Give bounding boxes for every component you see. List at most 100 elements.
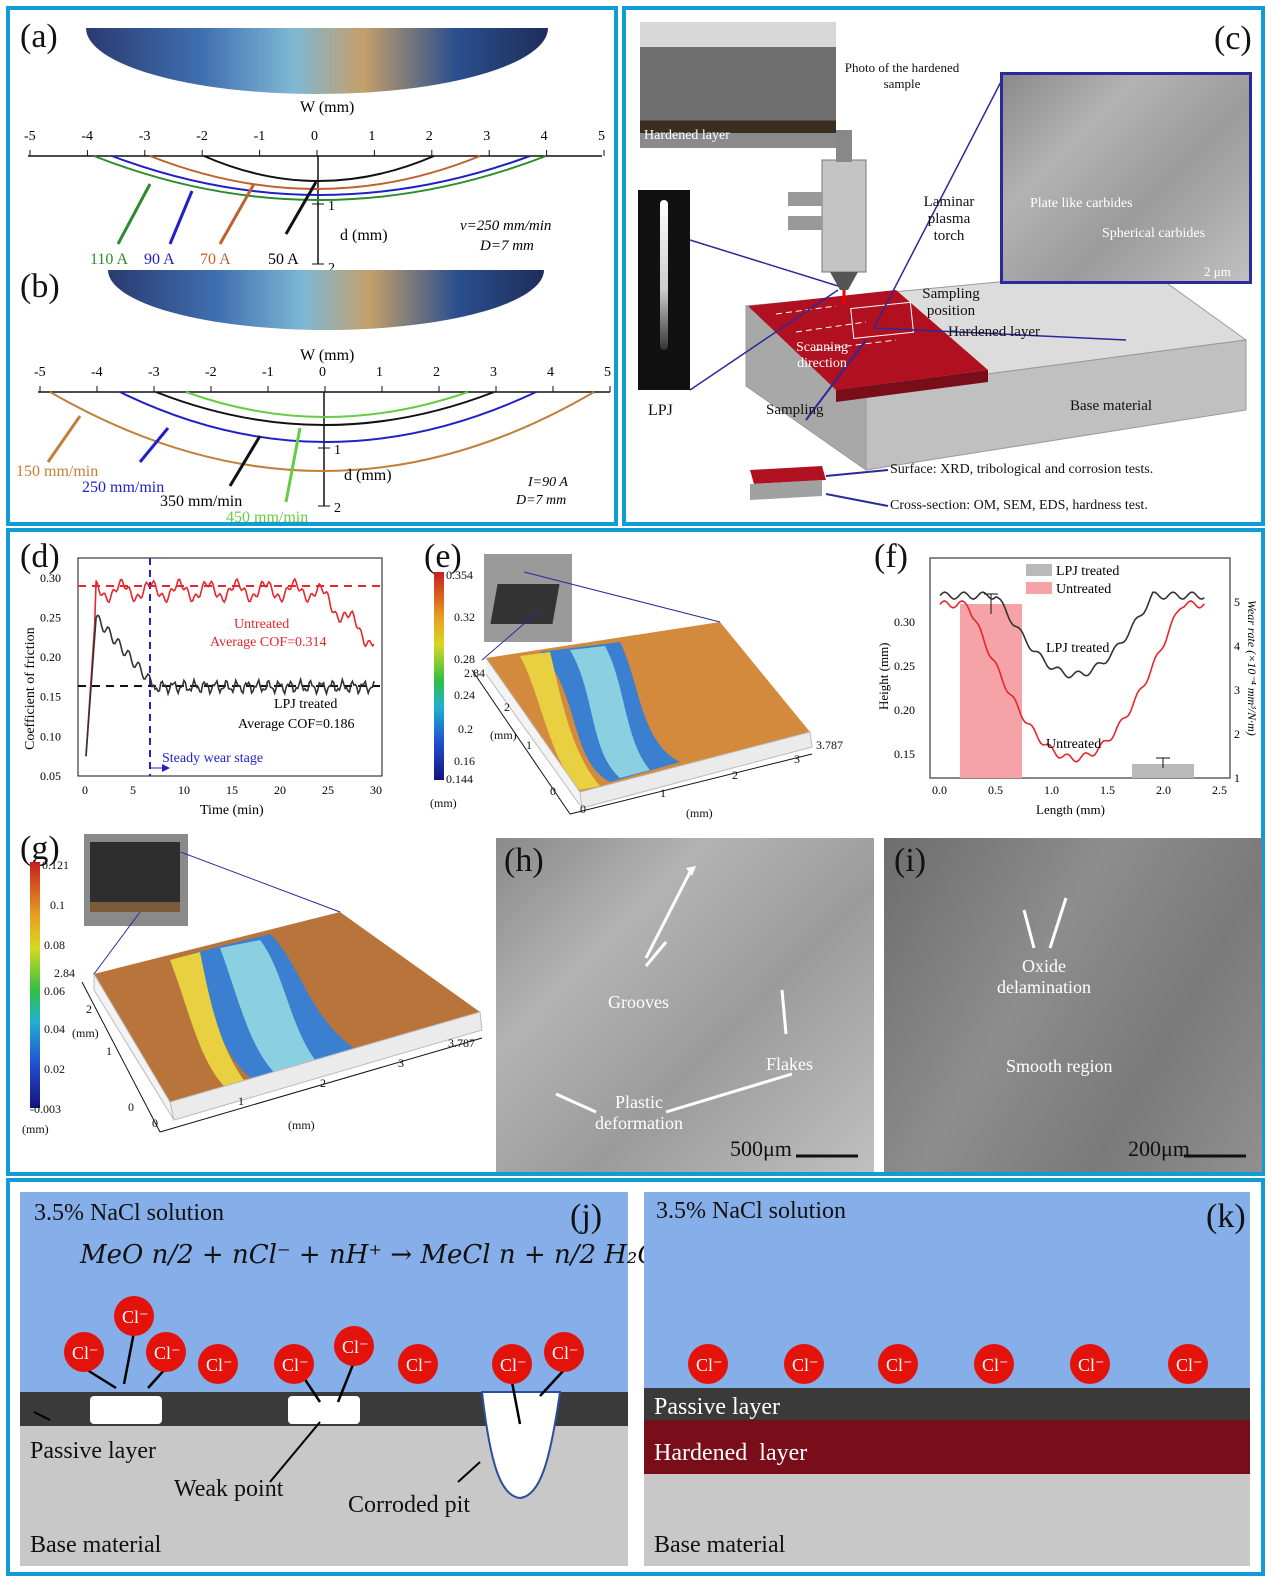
- panel-c-torch-label: Laminar plasma torch: [923, 194, 975, 244]
- panel-j-pit: Corroded pit: [348, 1492, 470, 1518]
- panel-c-sampling-label: Sampling: [766, 402, 824, 418]
- panel-a-profile-chart: W (mm) -5 -4 -3 -2 -1 0 1 2 3 4 5 1 2 d (mm) 110 A…: [24, 99, 605, 276]
- d-y-tick: 0.10: [40, 729, 61, 743]
- chloride-ion-label: Cl⁻: [72, 1343, 99, 1363]
- panel-i-arrows: [1022, 897, 1246, 1158]
- panel-h-grooves: Grooves: [608, 992, 669, 1012]
- panel-e-scale-4: 0.24: [454, 688, 475, 702]
- panel-g-scale-4: 0.06: [44, 984, 65, 998]
- d-y-tick: 0.20: [40, 650, 61, 664]
- panel-k-label: (k): [1206, 1198, 1246, 1235]
- panel-g-axis-xmax: 3.787: [448, 1036, 475, 1050]
- f-y2-tick: 2: [1234, 727, 1240, 741]
- w-tick-label: -5: [24, 129, 36, 144]
- w-tick-label: 1: [368, 129, 375, 144]
- panel-k-solution: 3.5% NaCl solution: [656, 1198, 846, 1224]
- f-x-tick: 0.0: [932, 783, 947, 797]
- panel-d-lpj-label: LPJ treated: [274, 697, 337, 712]
- panel-g-surface-plot: [81, 852, 483, 1133]
- panel-ab: (a) 110 A 600 μm W (mm) -5 -4 -3 -2 -1 0 1 2 3 4 5…: [6, 6, 618, 526]
- w-tick-label: 4: [541, 129, 548, 144]
- panel-j-equation: MeO n/2 + nCl⁻ + nH⁺ → MeCl n + n/2 H₂O: [80, 1240, 659, 1270]
- panel-i-scale: 200μm: [1128, 1136, 1190, 1161]
- panel-j-schematic: Cl⁻Cl⁻ Cl⁻Cl⁻ Cl⁻Cl⁻Cl⁻ Cl⁻Cl⁻: [20, 1192, 628, 1566]
- panel-b-d-label: d (mm): [344, 467, 392, 484]
- panel-a-curve-90A: [111, 155, 531, 196]
- panel-e-color-scale: [434, 572, 444, 780]
- panel-c-lpj-label: LPJ: [648, 402, 673, 419]
- panel-d-untreated-avg: Average COF=0.314: [210, 635, 327, 650]
- chloride-ion-label: Cl⁻: [792, 1355, 819, 1375]
- panel-a-d-label: d (mm): [340, 227, 388, 244]
- panel-h-plastic: Plastic deformation: [595, 1092, 683, 1133]
- panel-c-schematic: [689, 71, 1248, 507]
- w-tick-label: -1: [254, 129, 266, 144]
- panel-a-axis-title: W (mm): [300, 99, 354, 116]
- w-tick-label: -4: [81, 129, 93, 144]
- w-tick-label: -4: [91, 365, 103, 380]
- panel-f-lpj-wear-bar: [1132, 764, 1194, 778]
- panel-f-label: (f): [874, 538, 908, 575]
- chloride-ion-label: Cl⁻: [1176, 1355, 1203, 1375]
- panel-c: (c) Hardened layer Photo of the hardened…: [622, 6, 1265, 526]
- panel-c-spherical-carbides: Spherical carbides: [1102, 226, 1206, 241]
- panel-a-param-2: D=7 mm: [479, 238, 534, 254]
- panel-f-legend-untreated: Untreated: [1056, 582, 1111, 597]
- w-tick-label: -3: [148, 365, 160, 380]
- w-tick-label: 2: [426, 129, 433, 144]
- f-x-tick: 2.0: [1156, 783, 1171, 797]
- f-x-tick: 1.5: [1100, 783, 1115, 797]
- panel-e-scale-2: 0.32: [454, 610, 475, 624]
- w-tick-label: 3: [483, 129, 490, 144]
- panel-a-curve-label-70A: 70 A: [200, 251, 231, 268]
- panel-g-axis-yunit: (mm): [72, 1026, 99, 1040]
- d-y-tick: 0.05: [40, 769, 61, 783]
- w-tick-label: 4: [547, 365, 554, 380]
- panel-g-scale-6: 0.02: [44, 1062, 65, 1076]
- panel-f-legend-lpj: LPJ treated: [1056, 564, 1119, 579]
- chloride-ion: [334, 1326, 374, 1366]
- w-tick-label: -1: [262, 365, 274, 380]
- panel-h-scale: 500μm: [730, 1136, 792, 1161]
- chloride-ion-label: Cl⁻: [206, 1355, 233, 1375]
- panel-e-unit: (mm): [430, 796, 457, 810]
- panel-a-curve-label-50A: 50 A: [268, 251, 299, 268]
- panel-d-untreated-label: Untreated: [234, 617, 289, 632]
- panel-g-axis-y2: 2: [86, 1002, 92, 1016]
- f-x-tick: 2.5: [1212, 783, 1227, 797]
- chloride-ion: [274, 1344, 314, 1384]
- panel-a-curve-110A: [93, 155, 547, 201]
- f-y2-tick: 5: [1234, 595, 1240, 609]
- panel-h-sem: [496, 838, 874, 1172]
- panel-b-curve-150: [49, 391, 595, 472]
- f-y-tick: 0.25: [894, 659, 915, 673]
- panel-c-sample-photo: [640, 22, 836, 148]
- panel-h-arrows: [555, 866, 858, 1158]
- panel-d-xlabel: Time (min): [200, 803, 264, 818]
- panel-i-label: (i): [894, 842, 927, 879]
- panel-a-micrograph: [86, 28, 548, 94]
- panel-d-cof-chart: 0.05 0.10 0.15 0.20 0.25 0.30 0 5 10 15 20 25 30 Unt…: [23, 557, 383, 818]
- panel-a-img-scale: 600 μm: [494, 68, 544, 85]
- panel-jk: Cl⁻ Cl⁻ Cl⁻ Cl⁻ Cl⁻ Cl⁻ Cl⁻ Cl⁻ Cl⁻ 3.5% NaCl so…: [6, 1178, 1265, 1576]
- panel-e-scale-5: 0.2: [458, 722, 473, 736]
- panel-g-axis-284: 2.84: [54, 966, 75, 980]
- d-x-tick: 30: [370, 783, 382, 797]
- chloride-ion-label: Cl⁻: [886, 1355, 913, 1375]
- f-x-tick: 0.5: [988, 783, 1003, 797]
- f-x-tick: 1.0: [1044, 783, 1059, 797]
- panel-g-axis-x1: 1: [238, 1094, 244, 1108]
- chloride-ion-label: Cl⁻: [500, 1355, 527, 1375]
- panel-e-axis-yunit: (mm): [490, 728, 517, 742]
- panel-b-label: (b): [20, 268, 60, 305]
- d-x-tick: 25: [322, 783, 334, 797]
- chloride-ion: [878, 1344, 918, 1384]
- d-x-tick: 15: [226, 783, 238, 797]
- panel-e-scale-max: 0.354: [446, 568, 473, 582]
- w-tick-label: 5: [604, 365, 611, 380]
- panel-g-scale-min: -0.003: [30, 1102, 61, 1116]
- panel-j-base: Base material: [30, 1532, 162, 1558]
- panel-c-label: (c): [1214, 20, 1252, 57]
- panel-e-scale-min: 0.144: [446, 772, 473, 786]
- chloride-ion: [114, 1296, 154, 1336]
